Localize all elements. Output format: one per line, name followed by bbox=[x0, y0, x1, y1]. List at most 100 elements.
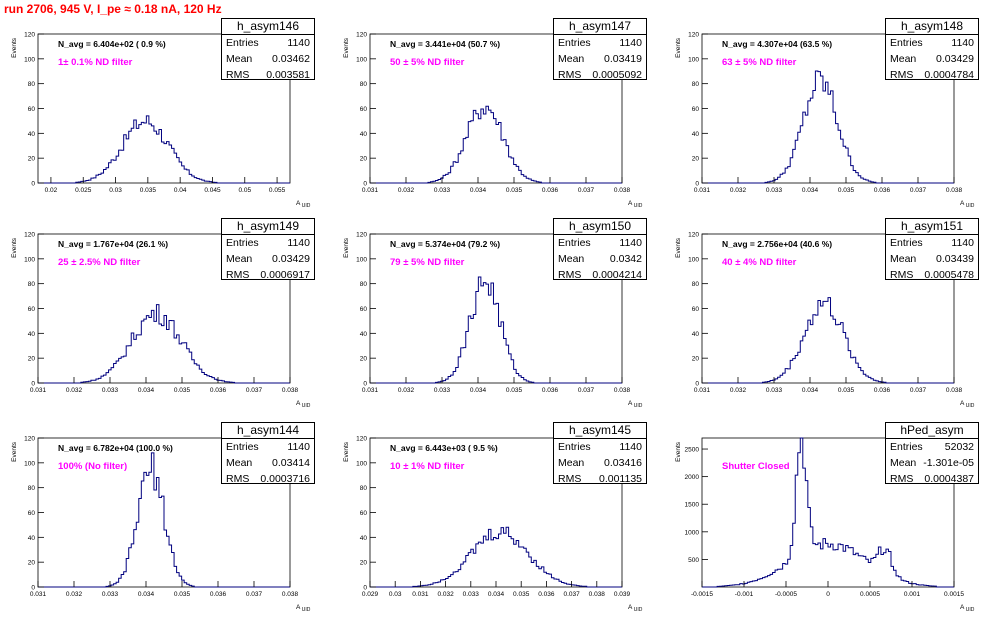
histogram-bin bbox=[167, 330, 170, 383]
histogram-bin bbox=[843, 551, 846, 587]
x-tick-label: 0.0015 bbox=[944, 591, 964, 598]
stats-box: h_asym147 Entries 1140 Mean 0.03419 RMS 0.0005… bbox=[553, 18, 647, 83]
histogram-title: h_asym144 bbox=[222, 423, 314, 439]
histogram-bin bbox=[461, 151, 464, 183]
histogram-bins bbox=[428, 106, 541, 183]
histogram-bin bbox=[488, 110, 491, 183]
histogram-outline bbox=[702, 437, 954, 588]
histogram-bin bbox=[536, 566, 539, 587]
histogram-bin bbox=[838, 544, 841, 587]
y-tick-label: 40 bbox=[28, 331, 36, 338]
histogram-bin bbox=[478, 542, 481, 587]
y-tick-label: 20 bbox=[360, 356, 368, 363]
histogram-bin bbox=[473, 553, 476, 587]
stats-value: 0.03414 bbox=[272, 457, 310, 469]
histogram-bin bbox=[483, 536, 486, 587]
y-tick-label: 2500 bbox=[685, 447, 700, 454]
stats-row-rms: RMS 0.003581 bbox=[222, 67, 314, 83]
stats-row-entries: Entries 52032 bbox=[886, 439, 978, 455]
x-tick-label: -0.0005 bbox=[775, 591, 797, 598]
histogram-bin bbox=[828, 94, 831, 183]
stats-row-mean: Mean 0.0342 bbox=[554, 251, 646, 267]
histogram-bin bbox=[820, 306, 823, 383]
y-tick-label: 120 bbox=[24, 436, 35, 443]
histogram-bin bbox=[851, 358, 854, 383]
n-avg-label: N_avg = 6.782e+04 (100.0 %) bbox=[58, 443, 173, 453]
histogram-bin bbox=[509, 536, 512, 587]
stats-row-mean: Mean 0.03414 bbox=[222, 455, 314, 471]
histogram-bin bbox=[876, 554, 879, 587]
stats-value: 1140 bbox=[619, 37, 642, 49]
x-axis-label: A UID bbox=[296, 400, 311, 409]
histogram-bin bbox=[124, 356, 127, 383]
stats-label: RMS bbox=[558, 473, 582, 485]
y-tick-label: 80 bbox=[360, 281, 368, 288]
histogram-outline bbox=[38, 115, 290, 184]
stats-label: RMS bbox=[558, 69, 582, 81]
y-tick-label: 20 bbox=[28, 356, 36, 363]
x-tick-label: 0.035 bbox=[513, 591, 530, 598]
histogram-bin bbox=[483, 283, 486, 383]
histogram-title: h_asym145 bbox=[554, 423, 646, 439]
stats-value: 0.003581 bbox=[266, 69, 310, 81]
x-tick-label: 0.038 bbox=[589, 591, 606, 598]
histogram-bin bbox=[504, 533, 507, 587]
histogram-panel-h-asym147: 0 20 40 60 80 100 120 0.031 0.032 0.033 0.034 0.035… bbox=[332, 18, 664, 216]
y-tick-label: 80 bbox=[360, 485, 368, 492]
histogram-bin bbox=[131, 544, 134, 587]
x-tick-label: 0.033 bbox=[102, 387, 119, 394]
y-tick-label: 120 bbox=[356, 436, 367, 443]
x-tick-label: 0.037 bbox=[910, 187, 927, 194]
x-axis-label: A UID bbox=[960, 604, 975, 613]
histogram-title: h_asym146 bbox=[222, 19, 314, 35]
x-tick-label: 0.036 bbox=[210, 387, 227, 394]
histogram-bin bbox=[139, 335, 142, 383]
stats-label: RMS bbox=[226, 269, 250, 281]
x-tick-label: 0.03 bbox=[109, 187, 122, 194]
y-tick-label: 2000 bbox=[685, 474, 700, 481]
filter-annotation: 1± 0.1% ND filter bbox=[58, 57, 133, 68]
x-tick-label: 0.034 bbox=[802, 387, 819, 394]
filter-annotation: 100% (No filter) bbox=[58, 461, 127, 472]
filter-annotation: 25 ± 2.5% ND filter bbox=[58, 257, 141, 268]
histogram-bin bbox=[159, 324, 162, 383]
x-tick-label: 0.032 bbox=[66, 387, 83, 394]
x-tick-label: 0.031 bbox=[412, 591, 429, 598]
histogram-bin bbox=[194, 364, 197, 383]
stats-row-rms: RMS 0.0005092 bbox=[554, 67, 646, 83]
histogram-panel-h-asym145: 0 20 40 60 80 100 120 0.029 0.03 0.031 0.032 0.033 0… bbox=[332, 422, 664, 620]
histogram-bin bbox=[167, 142, 170, 183]
y-tick-label: 20 bbox=[692, 356, 700, 363]
stats-value: 0.001135 bbox=[598, 473, 642, 485]
histogram-bin bbox=[481, 109, 484, 183]
histogram-bins bbox=[762, 298, 885, 383]
histogram-bin bbox=[184, 169, 187, 183]
histogram-outline bbox=[370, 276, 622, 384]
x-tick-label: 0.038 bbox=[946, 387, 963, 394]
stats-label: RMS bbox=[226, 69, 250, 81]
stats-value: 1140 bbox=[951, 237, 974, 249]
histogram-outline bbox=[702, 297, 954, 384]
y-tick-label: 60 bbox=[28, 106, 36, 113]
histogram-bin bbox=[813, 90, 816, 183]
x-tick-label: 0.038 bbox=[614, 387, 631, 394]
y-tick-label: 60 bbox=[28, 510, 36, 517]
histogram-bin bbox=[531, 563, 534, 587]
histogram-bin bbox=[151, 126, 154, 183]
y-tick-label: 0 bbox=[31, 181, 35, 188]
filter-annotation: 50 ± 5% ND filter bbox=[390, 57, 465, 68]
histogram-bin bbox=[805, 330, 808, 383]
histogram-bin bbox=[144, 123, 147, 183]
x-tick-label: 0.032 bbox=[437, 591, 454, 598]
histogram-bin bbox=[134, 339, 137, 383]
histogram-bins bbox=[413, 527, 587, 587]
histogram-bin bbox=[156, 134, 159, 183]
x-tick-label: 0.037 bbox=[578, 187, 595, 194]
y-axis-label: Events bbox=[675, 37, 682, 58]
stats-label: RMS bbox=[558, 269, 582, 281]
histogram-bin bbox=[164, 144, 167, 183]
histogram-bin bbox=[486, 106, 489, 183]
x-tick-label: 0.035 bbox=[506, 387, 523, 394]
x-tick-label: 0.032 bbox=[66, 591, 83, 598]
stats-box: h_asym144 Entries 1140 Mean 0.03414 RMS 0.0003… bbox=[221, 422, 315, 485]
